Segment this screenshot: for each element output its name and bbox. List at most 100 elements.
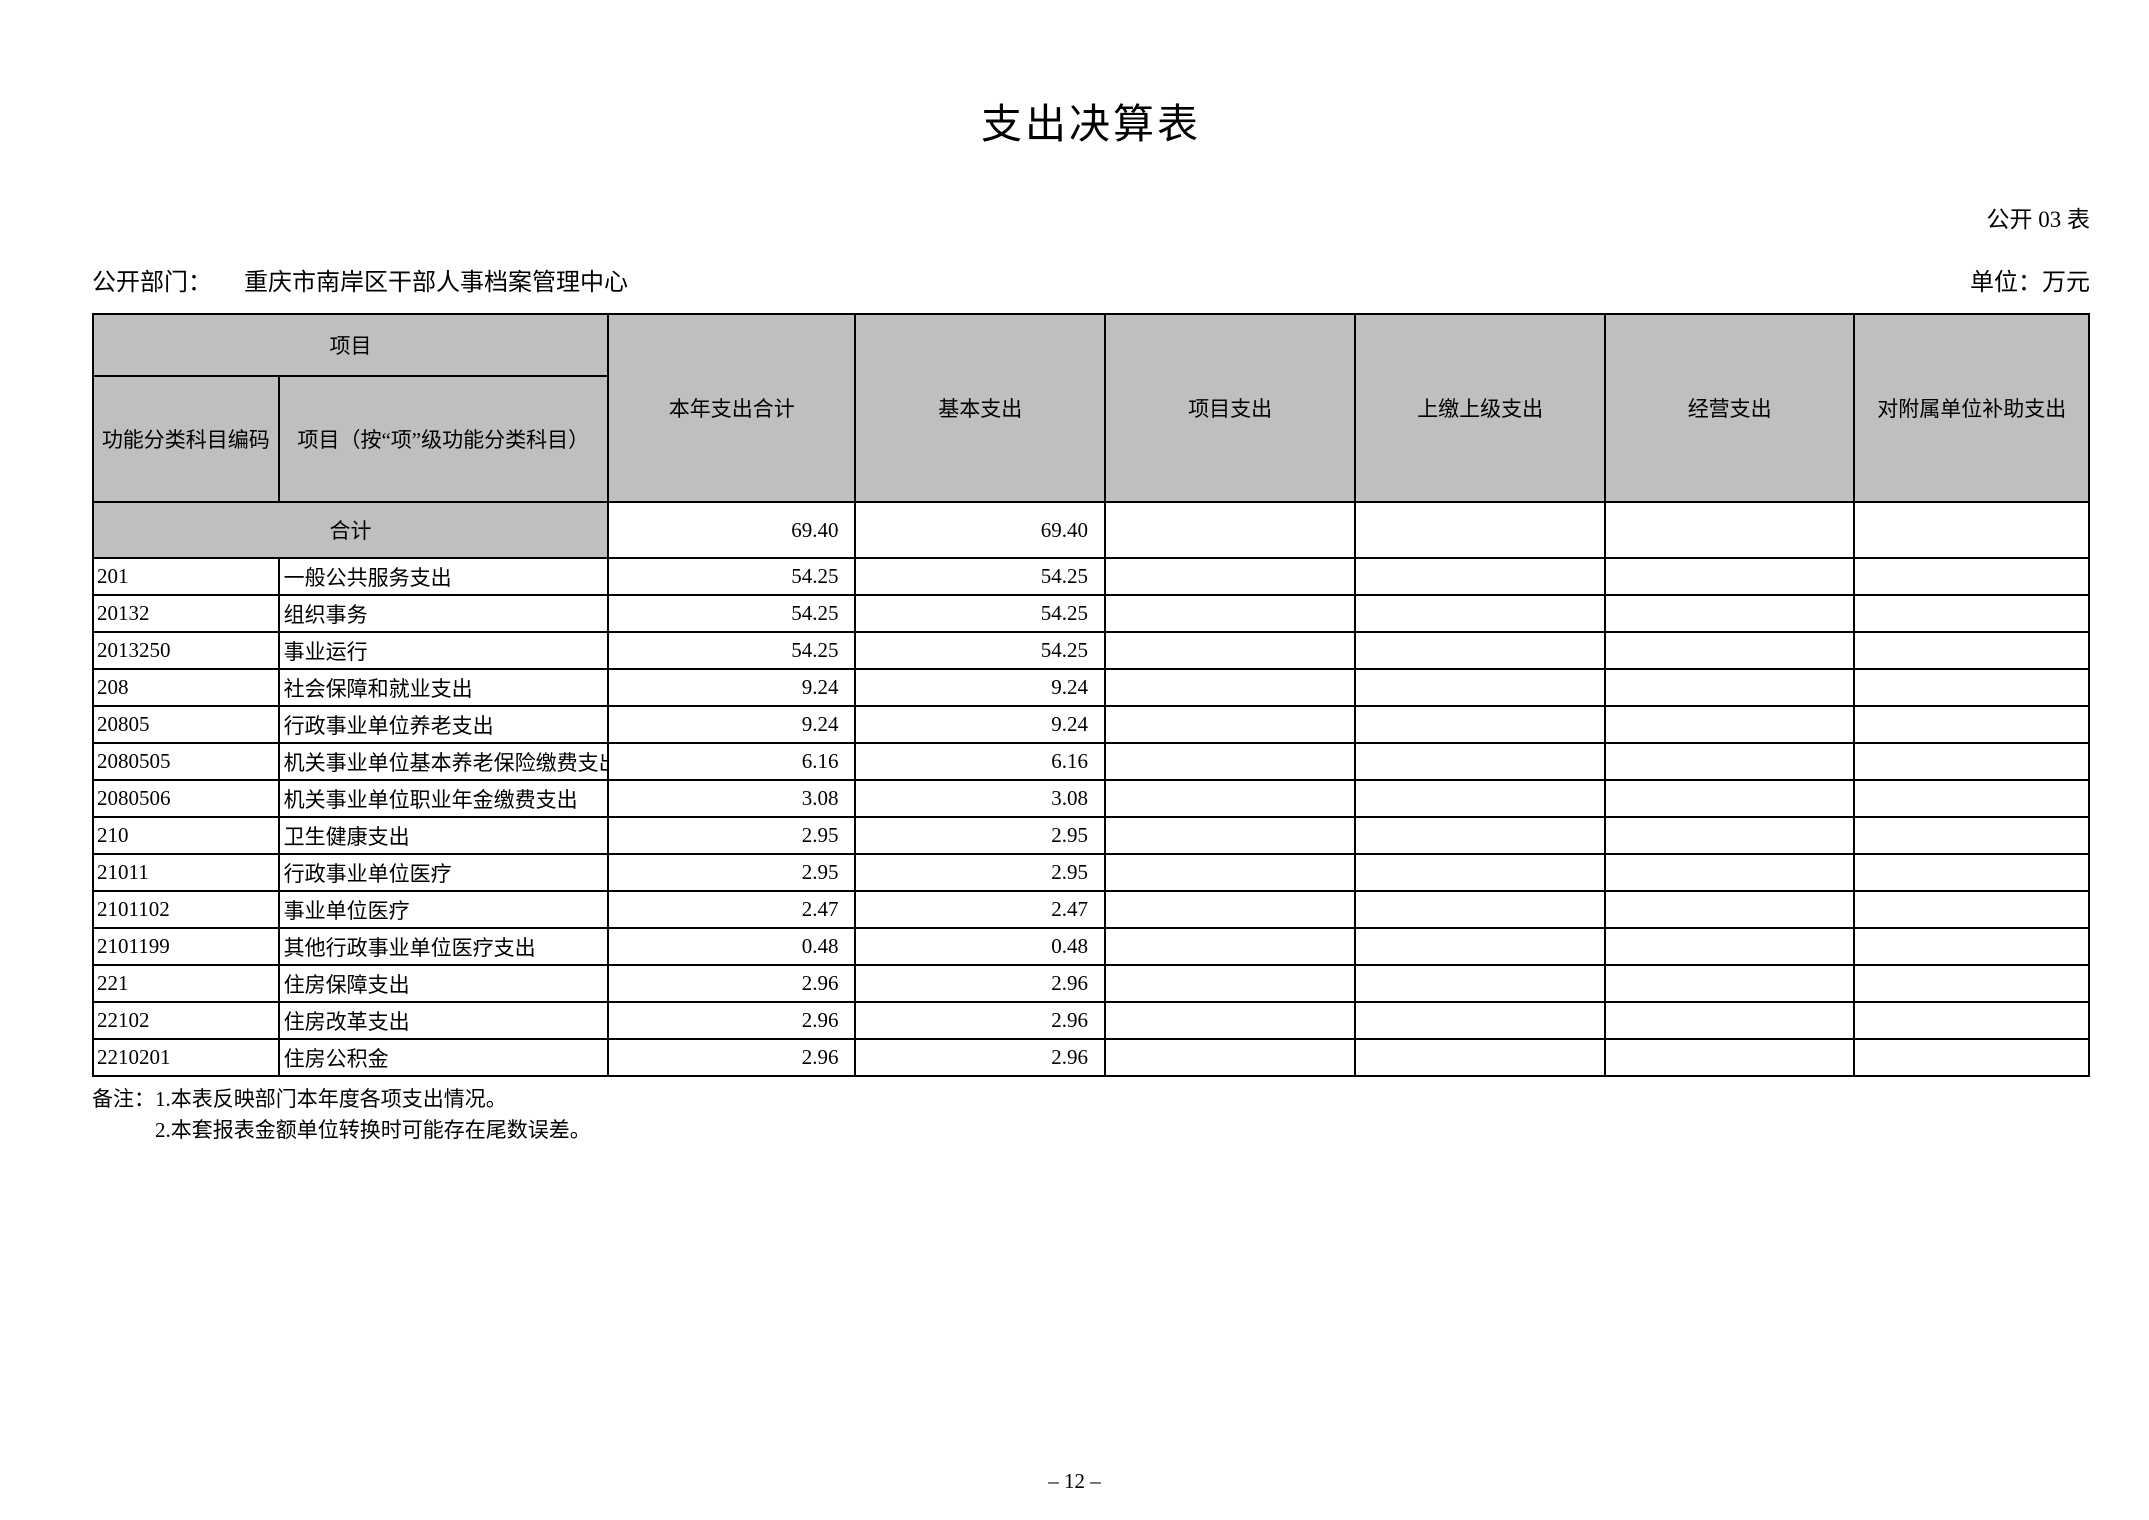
row-code: 2210201: [92, 1038, 280, 1077]
row-total: 2.95: [606, 853, 857, 892]
row-basic: 2.96: [854, 1038, 1106, 1077]
table-header: 项目 本年支出合计 基本支出 项目支出 上缴上级支出 经营支出 对附属单位补助支…: [92, 313, 2090, 503]
table-body: 合计 69.40 69.40 201 一般公共服务支出 54.25 54.25: [92, 501, 2090, 1077]
row-name: 事业运行: [277, 631, 609, 670]
row-total: 0.48: [606, 927, 857, 966]
department-line: 公开部门： 重庆市南岸区干部人事档案管理中心: [92, 262, 628, 297]
row-project: [1103, 742, 1357, 781]
row-basic: 2.96: [854, 1001, 1106, 1040]
header-item-col: 项目（按“项”级功能分类科目）: [277, 375, 609, 503]
row-basic: 2.47: [854, 890, 1106, 929]
row-basic: 54.25: [854, 557, 1106, 596]
department-label: 公开部门：: [92, 270, 212, 296]
row-project: [1103, 668, 1357, 707]
row-operating: [1603, 853, 1856, 892]
row-upper: [1354, 927, 1606, 966]
row-code: 208: [92, 668, 280, 707]
table-row: 21011 行政事业单位医疗 2.95 2.95: [92, 853, 2090, 892]
page-number: – 12 –: [1048, 1469, 1101, 1493]
row-operating: [1603, 890, 1856, 929]
row-subsidy: [1853, 668, 2090, 707]
row-total: 2.47: [606, 890, 857, 929]
total-upper: [1354, 501, 1606, 559]
row-code: 201: [92, 557, 280, 596]
row-operating: [1603, 705, 1856, 744]
row-upper: [1354, 1001, 1606, 1040]
row-project: [1103, 890, 1357, 929]
row-basic: 9.24: [854, 705, 1106, 744]
row-code: 2101102: [92, 890, 280, 929]
row-operating: [1603, 668, 1856, 707]
row-operating: [1603, 927, 1856, 966]
row-upper: [1354, 631, 1606, 670]
meta-row: 公开部门： 重庆市南岸区干部人事档案管理中心 单位：万元: [92, 262, 2090, 297]
row-upper: [1354, 1038, 1606, 1077]
table-row: 2101102 事业单位医疗 2.47 2.47: [92, 890, 2090, 929]
row-basic: 6.16: [854, 742, 1106, 781]
row-basic: 0.48: [854, 927, 1106, 966]
row-name: 机关事业单位基本养老保险缴费支出: [277, 742, 609, 781]
total-subsidy: [1853, 501, 2090, 559]
row-total: 2.96: [606, 1038, 857, 1077]
row-total: 3.08: [606, 779, 857, 818]
table-row: 20132 组织事务 54.25 54.25: [92, 594, 2090, 633]
row-subsidy: [1853, 1001, 2090, 1040]
row-upper: [1354, 890, 1606, 929]
row-upper: [1354, 779, 1606, 818]
row-basic: 2.96: [854, 964, 1106, 1003]
row-basic: 2.95: [854, 816, 1106, 855]
row-operating: [1603, 1001, 1856, 1040]
header-item-group: 项目: [92, 313, 609, 377]
department-name: 重庆市南岸区干部人事档案管理中心: [244, 270, 628, 296]
row-subsidy: [1853, 631, 2090, 670]
row-upper: [1354, 742, 1606, 781]
row-total: 54.25: [606, 631, 857, 670]
header-operating-col: 经营支出: [1603, 313, 1856, 503]
row-subsidy: [1853, 557, 2090, 596]
row-basic: 54.25: [854, 594, 1106, 633]
report-sheet: 支出决算表 公开 03 表 公开部门： 重庆市南岸区干部人事档案管理中心 单位：万…: [92, 101, 2091, 1146]
row-project: [1103, 705, 1357, 744]
header-subsidy-col: 对附属单位补助支出: [1853, 313, 2090, 503]
row-name: 事业单位医疗: [277, 890, 609, 929]
header-project-col: 项目支出: [1103, 313, 1357, 503]
row-subsidy: [1853, 705, 2090, 744]
page-title: 支出决算表: [981, 101, 1201, 147]
row-code: 2080506: [92, 779, 280, 818]
row-total: 54.25: [606, 594, 857, 633]
row-project: [1103, 594, 1357, 633]
row-code: 22102: [92, 1001, 280, 1040]
row-name: 行政事业单位医疗: [277, 853, 609, 892]
footnotes: 备注：1.本表反映部门本年度各项支出情况。 2.本套报表金额单位转换时可能存在尾…: [92, 1084, 2090, 1146]
row-upper: [1354, 668, 1606, 707]
footnote-line-1: 备注：1.本表反映部门本年度各项支出情况。: [92, 1087, 507, 1111]
row-operating: [1603, 1038, 1856, 1077]
row-subsidy: [1853, 927, 2090, 966]
row-operating: [1603, 964, 1856, 1003]
row-name: 住房保障支出: [277, 964, 609, 1003]
row-upper: [1354, 594, 1606, 633]
row-total: 9.24: [606, 668, 857, 707]
row-project: [1103, 1001, 1357, 1040]
total-label: 合计: [92, 501, 609, 559]
row-basic: 54.25: [854, 631, 1106, 670]
table-row: 210 卫生健康支出 2.95 2.95: [92, 816, 2090, 855]
unit-note: 单位：万元: [1970, 270, 2090, 296]
row-subsidy: [1853, 742, 2090, 781]
row-code: 21011: [92, 853, 280, 892]
row-project: [1103, 779, 1357, 818]
row-name: 一般公共服务支出: [277, 557, 609, 596]
row-total: 6.16: [606, 742, 857, 781]
row-operating: [1603, 742, 1856, 781]
row-operating: [1603, 816, 1856, 855]
row-code: 2013250: [92, 631, 280, 670]
table-row: 2210201 住房公积金 2.96 2.96: [92, 1038, 2090, 1077]
header-basic-col: 基本支出: [854, 313, 1106, 503]
row-upper: [1354, 705, 1606, 744]
row-basic: 3.08: [854, 779, 1106, 818]
table-row: 201 一般公共服务支出 54.25 54.25: [92, 557, 2090, 596]
form-code: 公开 03 表: [1986, 207, 2091, 232]
row-project: [1103, 631, 1357, 670]
row-subsidy: [1853, 1038, 2090, 1077]
row-name: 其他行政事业单位医疗支出: [277, 927, 609, 966]
